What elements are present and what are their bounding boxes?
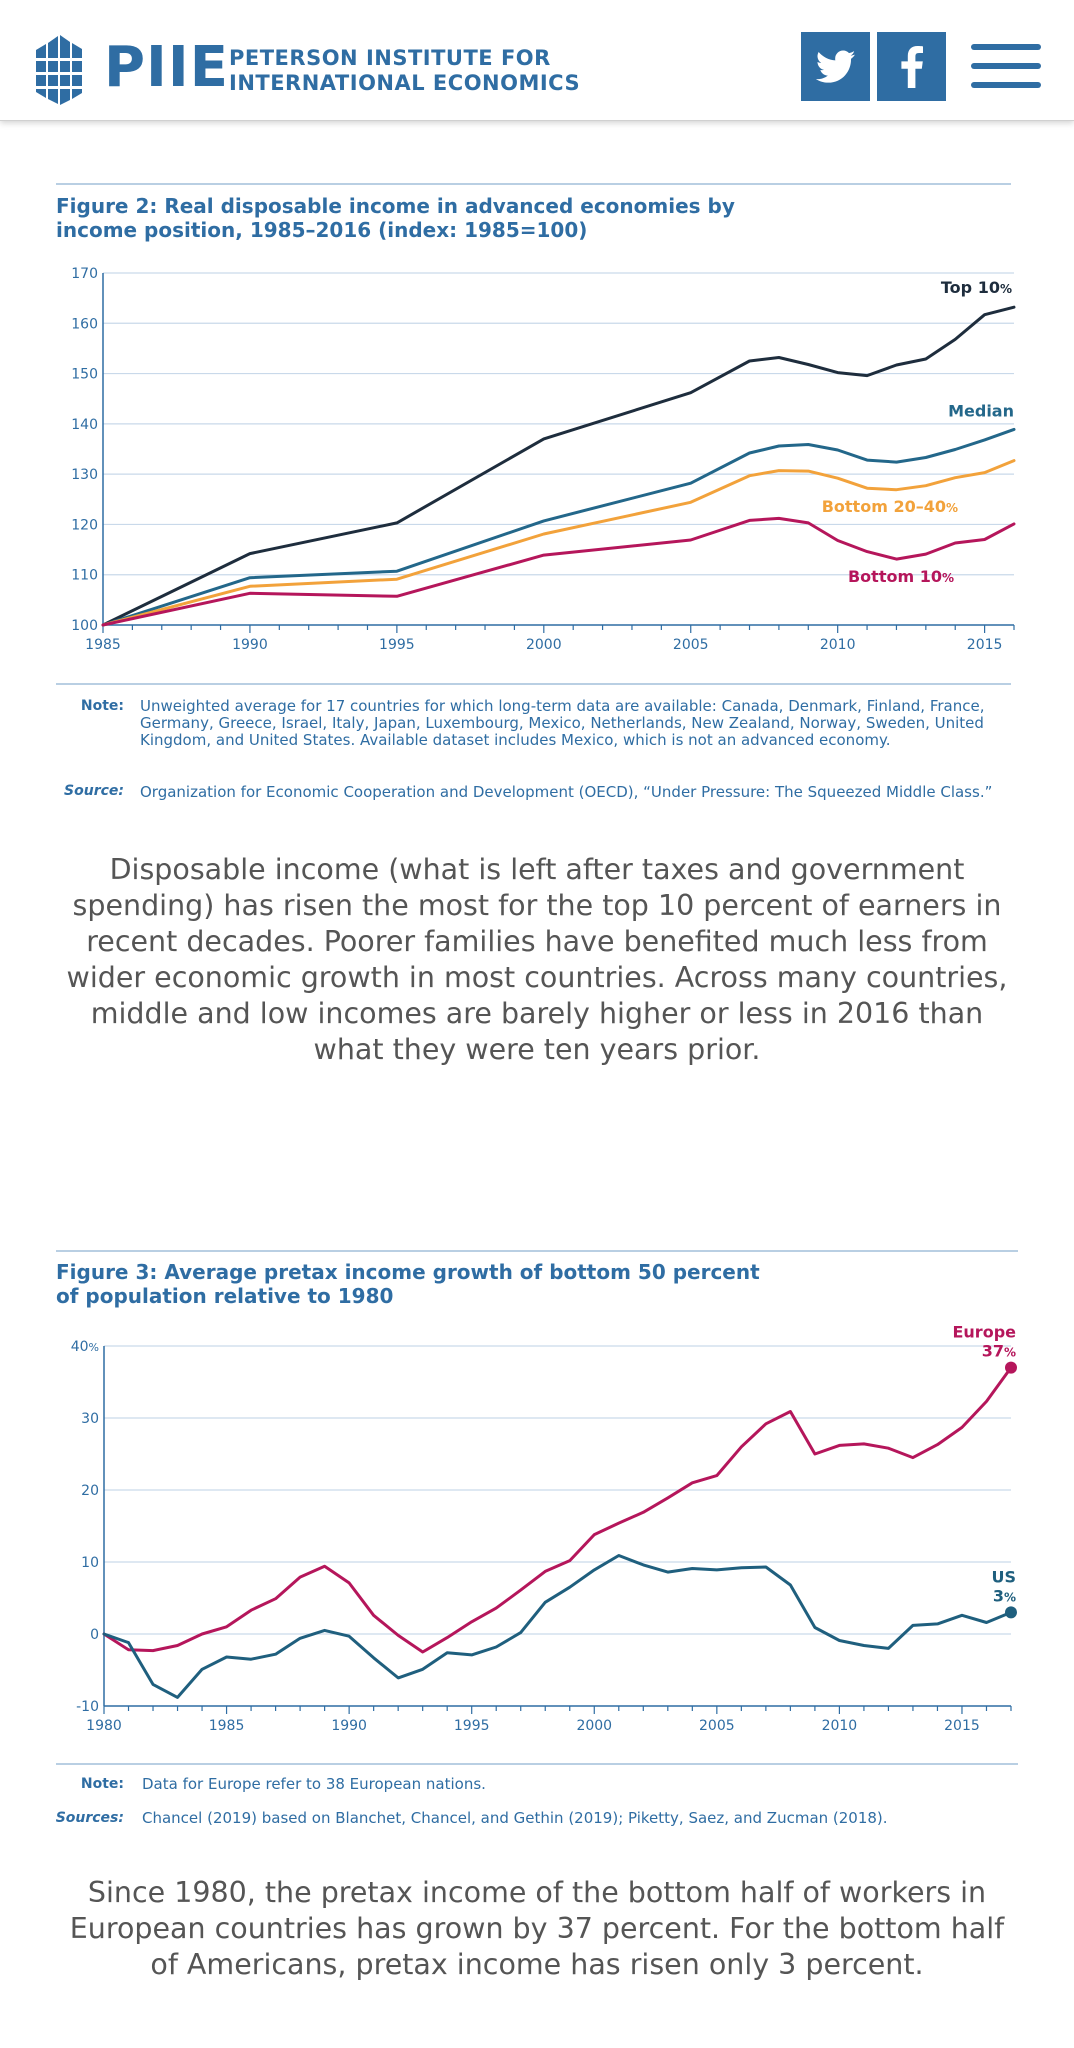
paragraph-disposable-income: Disposable income (what is left after ta… <box>66 853 1008 1066</box>
figure2-series-label-bottom-20-40: Bottom 20–40% <box>822 497 958 516</box>
figure2-ytick-label: 110 <box>71 568 98 584</box>
figure2-ytick-label: 170 <box>71 266 98 282</box>
figure3-xtick-label: 2005 <box>699 1718 735 1730</box>
figure3-xtick-label: 2015 <box>944 1718 980 1730</box>
figure2-ytick-label: 120 <box>71 517 98 533</box>
figure2-ytick-label: 130 <box>71 467 98 483</box>
figure2-xtick-label: 1990 <box>232 637 268 653</box>
figure2-title: Figure 2: Real disposable income in adva… <box>56 194 816 242</box>
figure3-end-value-europe: 37% <box>982 1342 1016 1361</box>
figure3-note-text: Data for Europe refer to 38 European nat… <box>142 1775 486 1793</box>
figure3-ytick-label: 10 <box>81 1555 99 1571</box>
figure3-ytick-label: -10 <box>76 1699 99 1715</box>
figure2-top-rule <box>56 183 1011 185</box>
figure2-line-chart: 100 110 120 130 140 150 160 170 1985 1990 1995 2000… <box>71 266 1016 653</box>
figure3-bottom-rule <box>56 1763 1018 1765</box>
figure3-xtick-label: 1995 <box>454 1718 490 1730</box>
figure3-source-text: Chancel (2019) based on Blanchet, Chance… <box>142 1809 888 1827</box>
figure2-ytick-label: 140 <box>71 417 98 433</box>
figure2-series-label-bottom-10: Bottom 10% <box>848 567 954 586</box>
figure2-series-line-median <box>101 427 1016 627</box>
figure3-endpoint-europe <box>1005 1361 1017 1374</box>
figure2-xtick-label: 2015 <box>967 637 1003 653</box>
logo-name[interactable]: PETERSON INSTITUTE FOR INTERNATIONAL ECO… <box>229 46 580 96</box>
figure3-series-label-us: US <box>991 1567 1016 1586</box>
figure2-bottom-rule <box>56 683 1011 685</box>
figure2-series-label-median: Median <box>948 401 1014 420</box>
twitter-share-button[interactable] <box>801 32 870 101</box>
figure3-series-line-europe <box>102 1366 1013 1654</box>
figure3-title-line1: Figure 3: Average pretax income growth o… <box>56 1260 760 1284</box>
figure2-source-label: Source: <box>64 783 124 799</box>
figure3-title-line2: of population relative to 1980 <box>56 1284 394 1308</box>
figure2-ytick-label: 150 <box>71 367 98 383</box>
figure3-xtick-label: 1985 <box>209 1718 245 1730</box>
figure2-xtick-label: 2000 <box>526 637 562 653</box>
figure3-ytick-label: 30 <box>81 1411 99 1427</box>
figure3-xtick-label: 1990 <box>331 1718 367 1730</box>
figure3-xtick-label: 2000 <box>576 1718 612 1730</box>
figure3-xtick-label: 2010 <box>822 1718 858 1730</box>
logo-name-line2: INTERNATIONAL ECONOMICS <box>229 71 581 95</box>
paragraph-pretax-income: Since 1980, the pretax income of the bot… <box>69 1876 1005 1981</box>
figure3-ytick-label: 20 <box>81 1483 99 1499</box>
figure3-end-value-us: 3% <box>993 1586 1016 1605</box>
figure2-xtick-label: 1995 <box>379 637 415 653</box>
figure3-top-rule <box>56 1250 1018 1252</box>
piie-logo-icon[interactable] <box>32 28 90 106</box>
figure2-series-line-bottom-10 <box>101 516 1016 627</box>
figure3-note-label: Note: <box>80 1776 124 1792</box>
twitter-bird-icon <box>815 49 855 83</box>
figure3-ytick-label: 40% <box>71 1339 99 1355</box>
figure2-xtick-label: 2005 <box>673 637 709 653</box>
figure3-series-line-us <box>102 1554 1013 1699</box>
logo-name-line1: PETERSON INSTITUTE FOR <box>229 46 551 70</box>
figure2-series-label-top-10: Top 10% <box>941 278 1012 297</box>
figure2-ytick-label: 160 <box>71 316 98 332</box>
figure3-source-label: Sources: <box>55 1810 124 1826</box>
figure3-title: Figure 3: Average pretax income growth o… <box>56 1260 816 1308</box>
figure2-title-line2: income position, 1985–2016 (index: 1985=… <box>56 218 588 242</box>
site-header: PIIE PETERSON INSTITUTE FOR INTERNATIONA… <box>0 0 1074 121</box>
figure2-ytick-label: 100 <box>71 618 98 634</box>
figure2-note-label: Note: <box>80 698 124 714</box>
hamburger-menu-icon[interactable] <box>971 44 1041 88</box>
figure2-title-line1: Figure 2: Real disposable income in adva… <box>56 194 735 218</box>
figure2-series-line-bottom-20-40 <box>101 459 1016 627</box>
figure2-source-text: Organization for Economic Cooperation an… <box>140 783 993 801</box>
facebook-share-button[interactable] <box>877 32 946 101</box>
figure2-xtick-label: 2010 <box>820 637 856 653</box>
figure2-note-text: Unweighted average for 17 countries for … <box>140 697 985 749</box>
figure3-xtick-label: 1980 <box>86 1718 122 1730</box>
figure3-ytick-label: 0 <box>90 1627 99 1643</box>
figure3-endpoint-us <box>1005 1606 1017 1619</box>
logo-abbreviation[interactable]: PIIE <box>104 35 229 100</box>
facebook-f-icon <box>900 45 923 88</box>
figure2-xtick-label: 1985 <box>85 637 121 653</box>
figure3-line-chart: -10 0 10 20 30 40% 1980 1985 1990 1995 2000 2005 201… <box>71 1323 1017 1730</box>
figure3-series-label-europe: Europe <box>952 1323 1016 1342</box>
figure2-series-line-top-10 <box>101 305 1016 627</box>
